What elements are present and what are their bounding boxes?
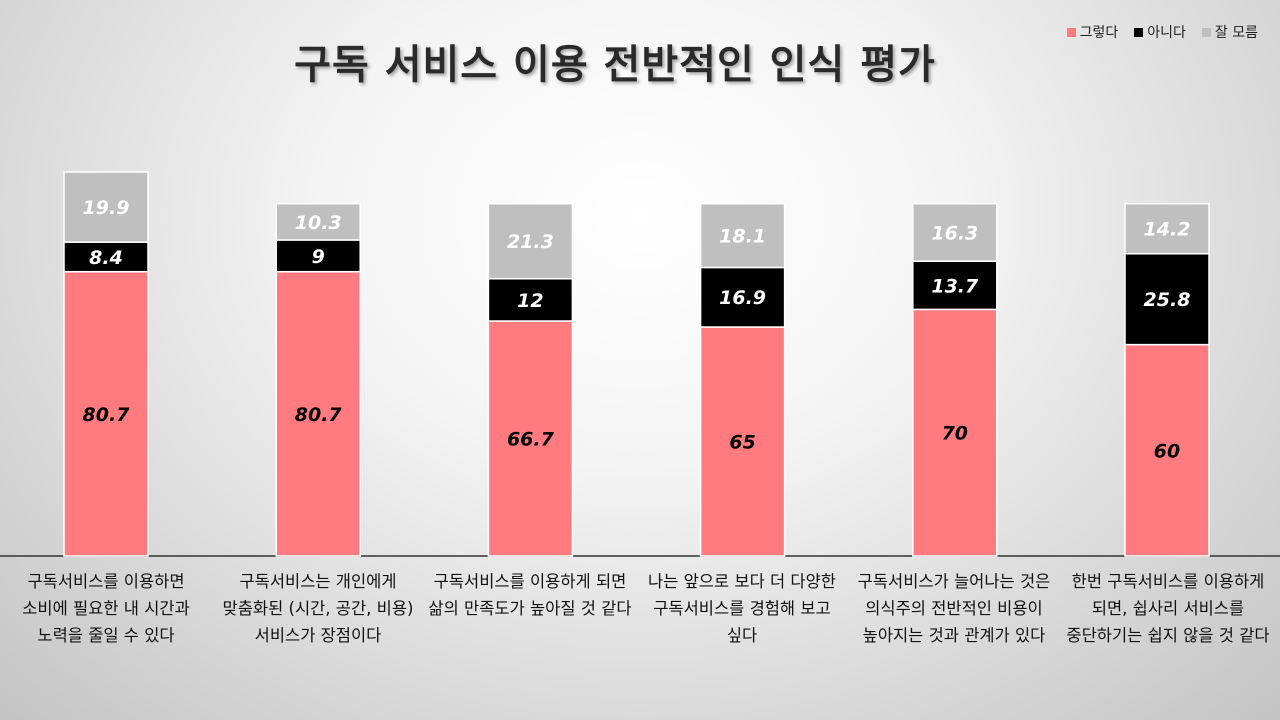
category-label-1: 구독서비스를 이용하면 소비에 필요한 내 시간과 노력을 줄일 수 있다 [22, 572, 190, 645]
bar-no-3 [487, 277, 574, 322]
data-label-unknown-2: 10.3 [295, 212, 342, 234]
data-label-yes-3: 66.7 [507, 429, 555, 451]
bar-unknown-2 [275, 202, 361, 241]
legend-label-no: 아니다 [1147, 25, 1186, 41]
bar-unknown-4 [699, 202, 786, 269]
legend: 그렇다 아니다 잘 모름 [1066, 22, 1258, 42]
bar-yes-5 [912, 308, 998, 557]
bar-yes-6 [1124, 343, 1210, 557]
bar-unknown-5 [912, 202, 998, 262]
category-label-2: 구독서비스는 개인에게 맞춤화된 (시간, 공간, 비용) 서비스가 장점이다 [222, 572, 414, 645]
category-label-3: 구독서비스를 이용하게 되면 삶의 만족도가 높아질 것 같다 [428, 572, 632, 618]
bar-yes-4 [699, 326, 786, 557]
category-label-6: 한번 구독서비스를 이용하게 되면, 쉽사리 서비스를 중단하기는 쉽지 않을 … [1066, 572, 1270, 645]
bar-no-6 [1124, 252, 1210, 346]
data-label-no-1: 8.4 [89, 247, 123, 269]
legend-label-yes: 그렇다 [1079, 25, 1119, 41]
data-label-no-5: 13.7 [931, 275, 979, 297]
data-label-no-2: 9 [312, 246, 325, 268]
data-label-unknown-3: 21.3 [507, 231, 554, 253]
bar-no-1 [63, 241, 149, 273]
data-label-unknown-1: 19.9 [83, 197, 130, 219]
data-label-unknown-5: 16.3 [931, 222, 978, 244]
data-label-no-4: 16.9 [719, 287, 766, 309]
category-label-5: 구독서비스가 늘어나는 것은 의식주의 전반적인 비용이 높아지는 것과 관계가… [857, 572, 1051, 645]
category-label-4: 나는 앞으로 보다 더 다양한 구독서비스를 경험해 보고 싶다 [648, 572, 836, 645]
legend-item-unknown: 잘 모름 [1201, 22, 1258, 42]
legend-swatch-yes [1066, 27, 1076, 37]
data-label-no-3: 12 [517, 290, 543, 312]
bar-unknown-6 [1124, 202, 1210, 255]
chart-title: 구독 서비스 이용 전반적인 인식 평가 [294, 42, 936, 88]
bar-unknown-3 [487, 202, 574, 280]
legend-swatch-unknown [1201, 27, 1211, 37]
legend-item-no: 아니다 [1134, 22, 1186, 42]
bar-yes-2 [275, 270, 361, 557]
bar-yes-3 [487, 320, 574, 557]
data-label-unknown-4: 18.1 [719, 226, 766, 248]
data-label-yes-5: 70 [942, 423, 968, 445]
data-label-yes-2: 80.7 [295, 404, 343, 426]
legend-item-yes: 그렇다 [1066, 22, 1119, 42]
bar-unknown-1 [63, 171, 149, 243]
data-label-no-6: 25.8 [1144, 289, 1191, 311]
legend-swatch-no [1134, 27, 1144, 37]
data-label-yes-1: 80.7 [83, 404, 131, 426]
data-label-yes-6: 60 [1154, 440, 1180, 462]
legend-label-unknown: 잘 모름 [1214, 25, 1258, 41]
data-label-unknown-6: 14.2 [1144, 219, 1191, 241]
data-label-yes-4: 65 [729, 432, 755, 454]
bar-no-4 [699, 266, 786, 328]
